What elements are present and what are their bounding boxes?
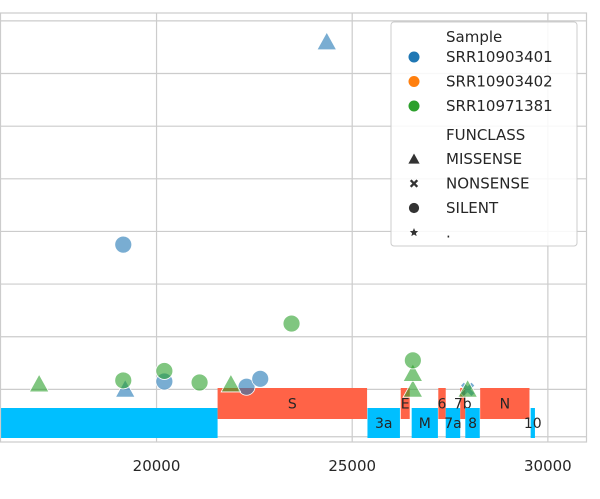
gene-label: E <box>401 397 410 413</box>
legend-title-funclass: FUNCLASS <box>446 126 525 144</box>
data-point-silent <box>282 314 301 333</box>
data-point-silent <box>190 373 209 392</box>
x-tick-label: 25000 <box>328 457 376 475</box>
data-point-missense <box>457 378 479 398</box>
data-point-missense <box>28 373 50 393</box>
gene-label: S <box>288 397 297 413</box>
legend-marker-srr10903402 <box>408 76 420 87</box>
gene-block <box>530 408 535 438</box>
gene-label: N <box>500 397 510 413</box>
legend-box <box>390 21 578 247</box>
x-tick-label: 20000 <box>133 457 181 475</box>
gene-label: 7a <box>444 416 462 432</box>
legend-label-sample: SRR10903402 <box>446 73 553 91</box>
legend-marker-srr10971381 <box>408 100 420 112</box>
gene-label: 6 <box>438 397 447 413</box>
gene-label: 10 <box>524 416 542 432</box>
gene-label: M <box>419 416 431 432</box>
gene-label: 3a <box>375 416 393 432</box>
x-tick-label: 30000 <box>524 457 572 475</box>
gene-block <box>438 388 446 419</box>
legend-title-sample: Sample <box>446 28 502 46</box>
legend: Sample SRR10903401 SRR10903402 SRR10971381… <box>390 21 578 247</box>
gene-block <box>367 408 400 438</box>
data-point-missense <box>402 362 424 382</box>
legend-marker-x-icon <box>408 178 420 189</box>
gene-block <box>0 408 218 438</box>
x-axis-ticks: 20000 25000 30000 <box>133 457 572 475</box>
data-point-silent <box>155 362 174 380</box>
data-point-missense <box>316 31 338 51</box>
data-point-silent <box>403 351 422 370</box>
gene-block <box>480 388 530 419</box>
gene-block <box>445 408 461 438</box>
legend-funclasses: MISSENSE NONSENSE SILENT. <box>406 150 529 242</box>
gene-label: 8 <box>468 416 477 432</box>
data-point-silent <box>114 235 133 254</box>
legend-label-sample: SRR10903401 <box>446 48 553 66</box>
data-point-missense <box>402 378 424 398</box>
plot-frame <box>0 12 588 443</box>
data-points <box>28 31 479 398</box>
data-point-silent <box>251 369 270 388</box>
gene-block <box>400 388 410 419</box>
data-point-silent <box>114 371 133 390</box>
gene-block <box>460 388 466 419</box>
legend-label-funclass: MISSENSE <box>446 150 522 168</box>
legend-label-funclass: . <box>446 224 451 242</box>
legend-label-funclass: NONSENSE <box>446 175 529 193</box>
legend-marker-circle-icon <box>408 202 420 214</box>
gene-block <box>465 408 480 438</box>
legend-marker-srr10903401 <box>408 51 420 63</box>
legend-marker-star-icon <box>407 225 421 238</box>
gene-block <box>411 408 438 438</box>
data-point-missense <box>220 373 242 393</box>
legend-label-funclass: SILENT <box>446 199 499 217</box>
legend-samples: SRR10903401 SRR10903402 SRR10971381 <box>408 48 553 115</box>
legend-marker-triangle-icon <box>406 151 422 165</box>
legend-label-sample: SRR10971381 <box>446 97 553 115</box>
